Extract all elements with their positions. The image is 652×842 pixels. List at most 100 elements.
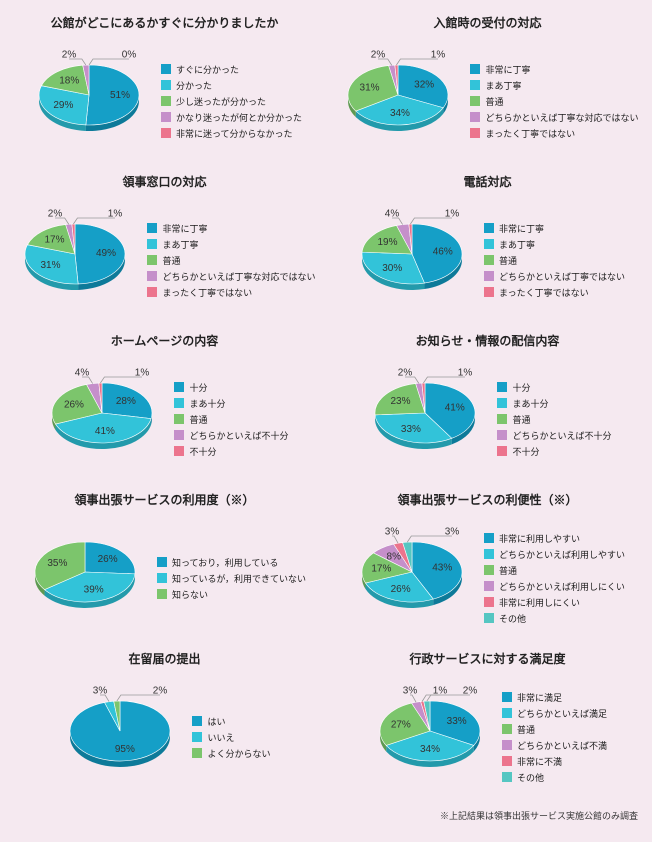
legend-label: 非常に丁寧 <box>499 222 544 235</box>
legend-item: どちらかといえば不満 <box>502 739 607 752</box>
legend-item: 非常に満足 <box>502 691 607 704</box>
legend-swatch <box>484 271 494 281</box>
legend-swatch <box>484 597 494 607</box>
legend-label: 分かった <box>176 79 212 92</box>
pie-slice-label: 1% <box>431 50 446 61</box>
chart-row: 3%1%2%33%34%27% 非常に満足 どちらかといえば満足 普通 どちらか… <box>368 675 607 799</box>
legend-label: いいえ <box>207 731 234 744</box>
legend: はい いいえ よく分からない <box>192 715 270 760</box>
pie-chart: 3%1%2%33%34%27% <box>368 675 492 799</box>
legend-swatch <box>174 446 184 456</box>
legend-item: 非常に利用しにくい <box>484 596 625 609</box>
chart-cell: ホームページの内容 4%1%28%41%26% 十分 まあ十分 普通 どちらかと… <box>8 328 321 481</box>
legend-swatch <box>484 239 494 249</box>
legend-item: 非常に丁寧 <box>484 222 625 235</box>
legend-swatch <box>161 128 171 138</box>
pie-slice-label: 29% <box>53 100 73 111</box>
pie-slice-label: 3% <box>445 527 460 538</box>
pie-slice-label: 1% <box>108 209 123 220</box>
legend-label: まったく丁寧ではない <box>485 127 575 140</box>
legend-swatch <box>497 414 507 424</box>
legend-swatch <box>161 64 171 74</box>
pie-slice-label: 19% <box>377 237 397 248</box>
legend: 非常に利用しやすい どちらかといえば利用しやすい 普通 どちらかといえば利用しに… <box>484 532 625 625</box>
legend-item: 普通 <box>484 564 625 577</box>
legend-item: まあ丁寧 <box>470 79 638 92</box>
legend-item: その他 <box>502 771 607 784</box>
legend-label: 知っているが，利用できていない <box>172 572 306 585</box>
pie-slice-label: 27% <box>391 719 411 730</box>
legend-item: その他 <box>484 612 625 625</box>
pie-slice-label: 35% <box>47 558 67 569</box>
legend-item: 普通 <box>147 254 315 267</box>
pie-slice-label: 3% <box>93 686 108 697</box>
legend-swatch <box>157 557 167 567</box>
legend-item: 分かった <box>161 79 302 92</box>
chart-row: 2%1%49%31%17% 非常に丁寧 まあ丁寧 普通 どちらかといえば丁寧な対… <box>13 198 315 322</box>
legend-label: 非常に迷って分からなかった <box>176 127 293 140</box>
legend-item: はい <box>192 715 270 728</box>
legend: 十分 まあ十分 普通 どちらかといえば不十分 不十分 <box>174 381 288 458</box>
pie-slice-label: 26% <box>64 400 84 411</box>
chart-row: 2%1%41%33%23% 十分 まあ十分 普通 どちらかといえば不十分 不十分 <box>363 357 611 481</box>
legend-item: 非常に不満 <box>502 755 607 768</box>
legend-label: どちらかといえば不満 <box>517 739 607 752</box>
chart-cell: お知らせ・情報の配信内容 2%1%41%33%23% 十分 まあ十分 普通 どち… <box>331 328 644 481</box>
legend-label: 普通 <box>512 413 530 426</box>
legend-item: 十分 <box>497 381 611 394</box>
legend-swatch <box>497 430 507 440</box>
chart-row: 4%1%46%30%19% 非常に丁寧 まあ丁寧 普通 どちらかといえば丁寧では… <box>350 198 625 322</box>
legend-item: まあ十分 <box>174 397 288 410</box>
legend-swatch <box>484 533 494 543</box>
chart-title: 領事出張サービスの利用度（※） <box>74 491 254 508</box>
chart-title: 公館がどこにあるかすぐに分かりましたか <box>51 14 279 31</box>
legend: すぐに分かった 分かった 少し迷ったが分かった かなり迷ったが何とか分かった 非… <box>161 63 302 140</box>
legend-label: 少し迷ったが分かった <box>176 95 266 108</box>
pie-slice-label: 2% <box>153 686 168 697</box>
chart-title: 行政サービスに対する満足度 <box>409 650 565 667</box>
chart-title: 在留届の提出 <box>128 650 200 667</box>
legend-item: どちらかといえば利用しにくい <box>484 580 625 593</box>
legend-item: 不十分 <box>174 445 288 458</box>
legend-swatch <box>157 573 167 583</box>
pie-slice-label: 41% <box>95 426 115 437</box>
pie-slice-label: 34% <box>390 108 410 119</box>
legend-label: まあ丁寧 <box>162 238 198 251</box>
legend-label: どちらかといえば丁寧な対応ではない <box>162 270 315 283</box>
legend-label: どちらかといえば利用しやすい <box>499 548 625 561</box>
legend-swatch <box>502 708 512 718</box>
pie-chart: 3%3%43%26%17%8% <box>350 516 474 640</box>
legend-label: まあ丁寧 <box>485 79 521 92</box>
chart-cell: 公館がどこにあるかすぐに分かりましたか 2%0%51%29%18% すぐに分かっ… <box>8 10 321 163</box>
legend-swatch <box>147 287 157 297</box>
pie-slice-label: 3% <box>403 686 418 697</box>
legend-label: すぐに分かった <box>176 63 239 76</box>
pie-slice-label: 4% <box>75 368 90 379</box>
legend-item: どちらかといえば不十分 <box>174 429 288 442</box>
chart-title: 領事出張サービスの利便性（※） <box>397 491 577 508</box>
legend-label: どちらかといえば利用しにくい <box>499 580 625 593</box>
legend-item: 普通 <box>497 413 611 426</box>
legend-swatch <box>174 382 184 392</box>
legend-item: まあ丁寧 <box>147 238 315 251</box>
pie-slice-label: 18% <box>59 75 79 86</box>
legend-label: どちらかといえば不十分 <box>512 429 611 442</box>
pie-slice-label: 51% <box>110 90 130 101</box>
legend-item: まあ十分 <box>497 397 611 410</box>
legend: 十分 まあ十分 普通 どちらかといえば不十分 不十分 <box>497 381 611 458</box>
legend-swatch <box>497 446 507 456</box>
pie-chart: 2%1%49%31%17% <box>13 198 137 322</box>
chart-row: 2%1%32%34%31% 非常に丁寧 まあ丁寧 普通 どちらかといえば丁寧な対… <box>336 39 638 163</box>
pie-slice-label: 49% <box>96 248 116 259</box>
chart-row: 2%0%51%29%18% すぐに分かった 分かった 少し迷ったが分かった かな… <box>27 39 302 163</box>
legend-swatch <box>192 716 202 726</box>
pie-slice-label: 46% <box>433 246 453 257</box>
legend-item: 普通 <box>174 413 288 426</box>
legend-item: まったく丁寧ではない <box>470 127 638 140</box>
legend-swatch <box>502 692 512 702</box>
legend-item: 知っているが，利用できていない <box>157 572 306 585</box>
legend-swatch <box>502 756 512 766</box>
pie-slice-label: 31% <box>41 260 61 271</box>
legend-item: 少し迷ったが分かった <box>161 95 302 108</box>
pie-slice-label: 1% <box>445 209 460 220</box>
